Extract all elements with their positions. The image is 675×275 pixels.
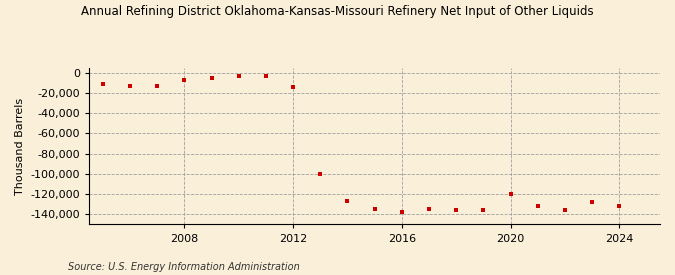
Point — [288, 85, 298, 89]
Text: Source: U.S. Energy Information Administration: Source: U.S. Energy Information Administ… — [68, 262, 299, 272]
Point — [261, 74, 271, 78]
Point — [369, 207, 380, 211]
Point — [125, 84, 136, 88]
Point — [234, 74, 244, 79]
Point — [396, 210, 407, 214]
Point — [315, 172, 325, 176]
Text: Annual Refining District Oklahoma-Kansas-Missouri Refinery Net Input of Other Li: Annual Refining District Oklahoma-Kansas… — [81, 6, 594, 18]
Point — [206, 76, 217, 80]
Point — [560, 208, 570, 213]
Point — [478, 208, 489, 213]
Point — [152, 84, 163, 88]
Point — [179, 78, 190, 82]
Point — [533, 204, 543, 208]
Point — [97, 82, 108, 86]
Point — [451, 208, 462, 213]
Point — [587, 200, 597, 204]
Point — [614, 204, 624, 208]
Point — [505, 192, 516, 196]
Y-axis label: Thousand Barrels: Thousand Barrels — [15, 98, 25, 195]
Point — [424, 207, 435, 211]
Point — [342, 199, 353, 204]
